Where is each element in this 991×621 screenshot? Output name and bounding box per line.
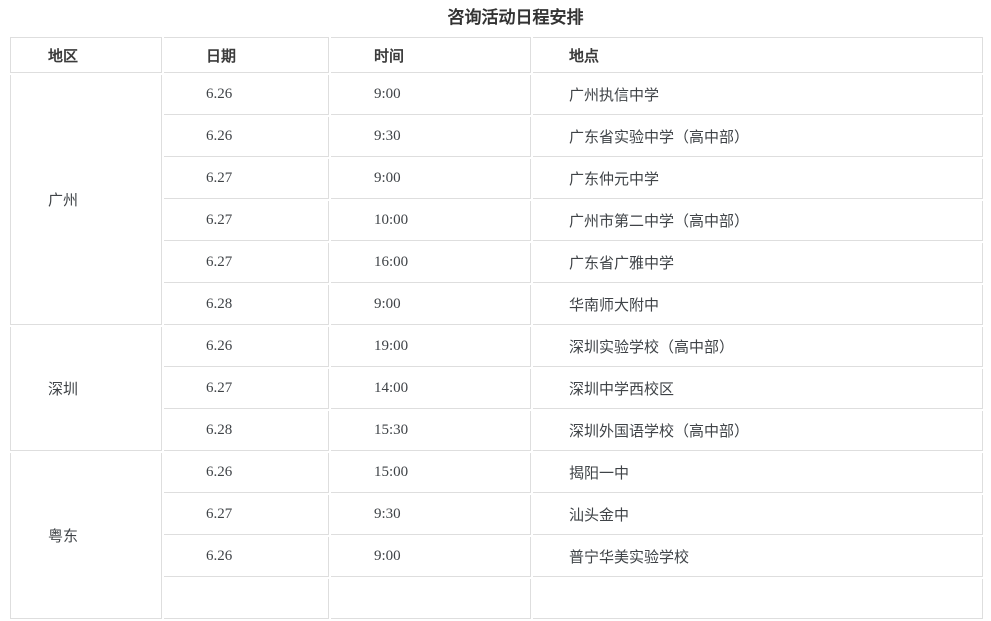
column-header-location: 地点 <box>533 37 983 73</box>
region-cell: 广州 <box>10 75 162 325</box>
location-cell: 揭阳一中 <box>533 453 983 493</box>
region-cell: 粤东 <box>10 453 162 619</box>
location-cell <box>533 579 983 619</box>
table-row: 广州 6.26 9:00 广州执信中学 <box>10 75 983 325</box>
table-row: 6.26 9:30 广东省实验中学（高中部） <box>10 117 983 157</box>
time-cell: 9:30 <box>331 495 531 535</box>
date-cell: 6.26 <box>164 75 329 115</box>
schedule-table-body: 广州 6.26 9:00 广州执信中学 6.26 9:30 广东省实验中学（高中部） 6.27… <box>10 75 983 619</box>
column-header-date: 日期 <box>164 37 329 73</box>
location-cell: 深圳外国语学校（高中部） <box>533 411 983 451</box>
date-cell: 6.26 <box>164 453 329 493</box>
time-cell: 14:00 <box>331 369 531 409</box>
table-row: 6.27 9:00 广东仲元中学 <box>10 159 983 199</box>
location-cell: 汕头金中 <box>533 495 983 535</box>
date-cell: 6.27 <box>164 243 329 283</box>
location-cell: 广州市第二中学（高中部） <box>533 201 983 241</box>
date-cell: 6.26 <box>164 327 329 367</box>
date-cell: 6.27 <box>164 201 329 241</box>
location-cell: 广东仲元中学 <box>533 159 983 199</box>
time-cell: 9:30 <box>331 117 531 157</box>
table-row: 6.27 16:00 广东省广雅中学 <box>10 243 983 283</box>
date-cell: 6.28 <box>164 411 329 451</box>
time-cell <box>331 579 531 619</box>
time-cell: 19:00 <box>331 327 531 367</box>
location-cell: 广东省实验中学（高中部） <box>533 117 983 157</box>
header-row: 地区 日期 时间 地点 <box>10 37 983 73</box>
column-header-region: 地区 <box>10 37 162 73</box>
table-row: 6.28 9:00 华南师大附中 <box>10 285 983 325</box>
location-cell: 深圳实验学校（高中部） <box>533 327 983 367</box>
table-row: 粤东 6.26 15:00 揭阳一中 <box>10 453 983 619</box>
time-cell: 9:00 <box>331 537 531 577</box>
location-cell: 华南师大附中 <box>533 285 983 325</box>
column-header-time: 时间 <box>331 37 531 73</box>
time-cell: 9:00 <box>331 159 531 199</box>
page-title: 咨询活动日程安排 <box>447 8 584 27</box>
table-row: 6.27 14:00 深圳中学西校区 <box>10 369 983 409</box>
date-cell: 6.26 <box>164 537 329 577</box>
date-cell <box>164 579 329 619</box>
time-cell: 9:00 <box>331 285 531 325</box>
table-row: 6.28 15:30 深圳外国语学校（高中部） <box>10 411 983 451</box>
date-cell: 6.27 <box>164 159 329 199</box>
table-row: 6.27 9:30 汕头金中 <box>10 495 983 535</box>
table-row: 6.26 9:00 普宁华美实验学校 <box>10 537 983 577</box>
region-cell: 深圳 <box>10 327 162 451</box>
table-row: 深圳 6.26 19:00 深圳实验学校（高中部） <box>10 327 983 451</box>
time-cell: 15:30 <box>331 411 531 451</box>
location-cell: 普宁华美实验学校 <box>533 537 983 577</box>
table-row: 6.27 10:00 广州市第二中学（高中部） <box>10 201 983 241</box>
date-cell: 6.26 <box>164 117 329 157</box>
location-cell: 深圳中学西校区 <box>533 369 983 409</box>
time-cell: 16:00 <box>331 243 531 283</box>
time-cell: 15:00 <box>331 453 531 493</box>
location-cell: 广州执信中学 <box>533 75 983 115</box>
location-cell: 广东省广雅中学 <box>533 243 983 283</box>
date-cell: 6.27 <box>164 495 329 535</box>
date-cell: 6.28 <box>164 285 329 325</box>
schedule-table: 地区 日期 时间 地点 广州 6.26 9:00 广州执信中学 6.26 9:30 广东省实… <box>8 35 985 621</box>
time-cell: 9:00 <box>331 75 531 115</box>
date-cell: 6.27 <box>164 369 329 409</box>
time-cell: 10:00 <box>331 201 531 241</box>
